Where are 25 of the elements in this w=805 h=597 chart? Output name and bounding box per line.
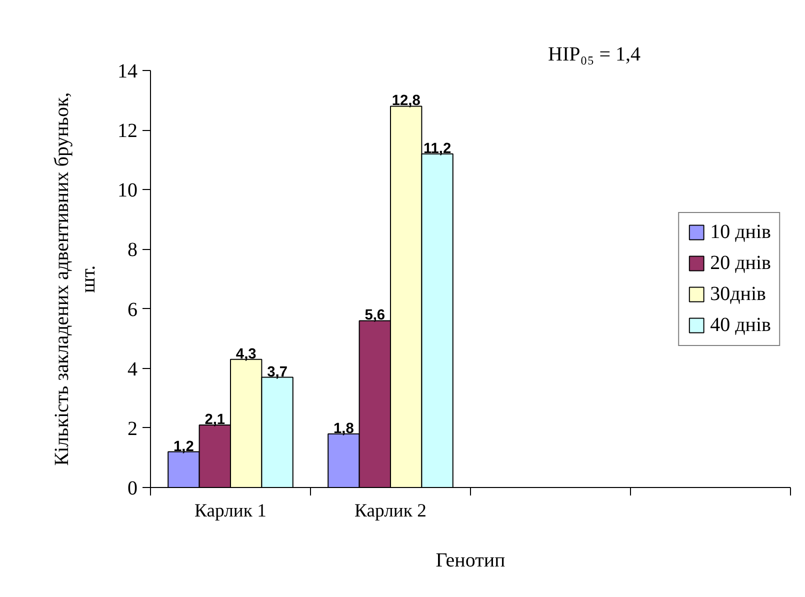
y-tick-label: 6	[128, 298, 138, 321]
y-tick-label: 8	[128, 239, 138, 262]
data-label: 11,2	[423, 140, 452, 157]
data-label: 2,1	[204, 412, 226, 428]
y-tick-label: 2	[128, 418, 138, 440]
data-label: 12,8	[392, 93, 420, 110]
y-tick-label: 0	[128, 478, 138, 500]
x-tick-label: Карлик 1	[194, 500, 266, 522]
y-axis-title: Кількість закладених адвентивних бруньок, шт.	[51, 92, 100, 466]
x-tick-label: Карлик 2	[354, 500, 426, 522]
data-label: 4,3	[236, 346, 256, 362]
legend-label: 30днів	[710, 282, 766, 306]
legend-label: 40 днів	[710, 314, 771, 336]
legend-label: 20 днів	[710, 252, 771, 274]
data-label: 3,7	[267, 364, 288, 380]
data-label: 5,6	[364, 308, 386, 324]
y-tick-label: 12	[118, 120, 138, 142]
legend-label: 10 днів	[710, 220, 771, 244]
y-tick-label: 10	[118, 180, 138, 202]
y-tick-label: 4	[128, 358, 138, 380]
x-axis-title: Генотип	[436, 550, 506, 572]
data-label: 1,2	[174, 438, 194, 455]
text: НІР₀₅ = 1,4	[548, 44, 640, 66]
y-tick-label: 14	[118, 60, 138, 82]
data-label: 1,8	[334, 420, 354, 437]
